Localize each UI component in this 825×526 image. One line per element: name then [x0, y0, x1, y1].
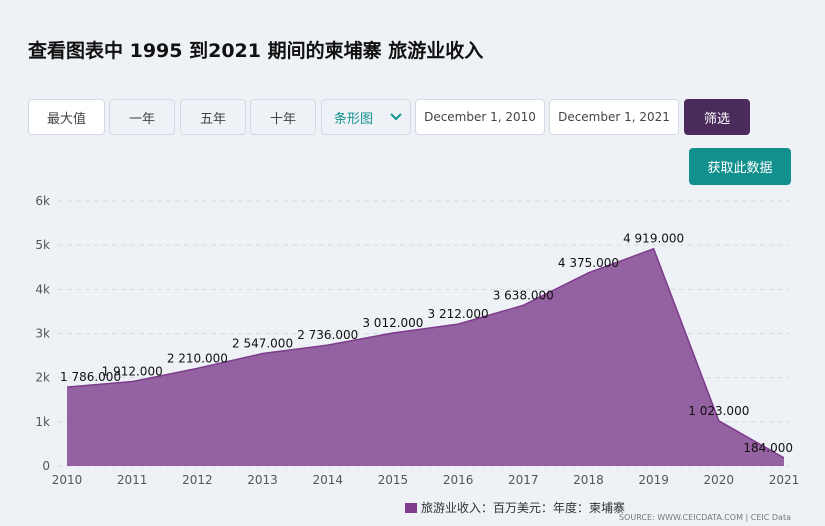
- data-label: 3 638.000: [493, 288, 554, 302]
- data-label: 4 919.000: [623, 232, 684, 246]
- y-tick-label: 1k: [35, 415, 50, 429]
- data-label: 184.000: [743, 441, 793, 455]
- download-button[interactable]: 获取此数据: [689, 148, 791, 185]
- filter-button[interactable]: 筛选: [684, 99, 750, 135]
- range-button[interactable]: 十年: [250, 99, 316, 135]
- range-button[interactable]: 五年: [180, 99, 246, 135]
- y-tick-label: 6k: [35, 194, 50, 208]
- y-tick-label: 3k: [35, 327, 50, 341]
- x-tick-label: 2011: [117, 473, 148, 487]
- x-tick-label: 2021: [769, 473, 800, 487]
- x-tick-label: 2017: [508, 473, 539, 487]
- data-label: 1 912.000: [102, 365, 163, 379]
- legend-label: 旅游业收入：百万美元：年度：柬埔寨: [421, 500, 625, 515]
- data-label: 1 786.000: [60, 370, 121, 384]
- line: [66, 247, 785, 459]
- data-label: 1 023.000: [688, 404, 749, 418]
- legend-swatch: [405, 503, 417, 513]
- area: [67, 248, 784, 466]
- range-button[interactable]: 一年: [109, 99, 175, 135]
- y-tick-label: 0: [42, 459, 50, 473]
- x-tick-label: 2012: [182, 473, 213, 487]
- chevron-icon: [390, 113, 402, 121]
- chart-type-select[interactable]: 条形图: [321, 99, 411, 135]
- x-tick-label: 2018: [573, 473, 604, 487]
- x-tick-label: 2014: [312, 473, 343, 487]
- x-tick-label: 2020: [704, 473, 735, 487]
- chart-type-text: 条形图: [334, 111, 374, 127]
- x-tick-label: 2015: [378, 473, 409, 487]
- start-date-input[interactable]: December 1, 2010: [415, 99, 545, 135]
- data-label: 3 012.000: [362, 316, 423, 330]
- y-tick-label: 5k: [35, 238, 50, 252]
- range-button[interactable]: 最大值: [28, 99, 105, 135]
- y-tick-label: 2k: [35, 371, 50, 385]
- source-note: SOURCE: WWW.CEICDATA.COM | CEIC Data: [619, 513, 791, 522]
- x-tick-label: 2010: [52, 473, 83, 487]
- x-tick-label: 2019: [638, 473, 669, 487]
- page-title: 查看图表中 1995 到2021 期间的柬埔寨 旅游业收入: [28, 40, 484, 62]
- end-date-input[interactable]: December 1, 2021: [549, 99, 679, 135]
- data-label: 2 736.000: [297, 328, 358, 342]
- data-label: 2 210.000: [167, 351, 228, 365]
- data-label: 4 375.000: [558, 256, 619, 270]
- x-tick-label: 2016: [443, 473, 474, 487]
- x-tick-label: 2013: [247, 473, 278, 487]
- y-tick-label: 4k: [35, 282, 50, 296]
- data-label: 2 547.000: [232, 337, 293, 351]
- data-label: 3 212.000: [428, 307, 489, 321]
